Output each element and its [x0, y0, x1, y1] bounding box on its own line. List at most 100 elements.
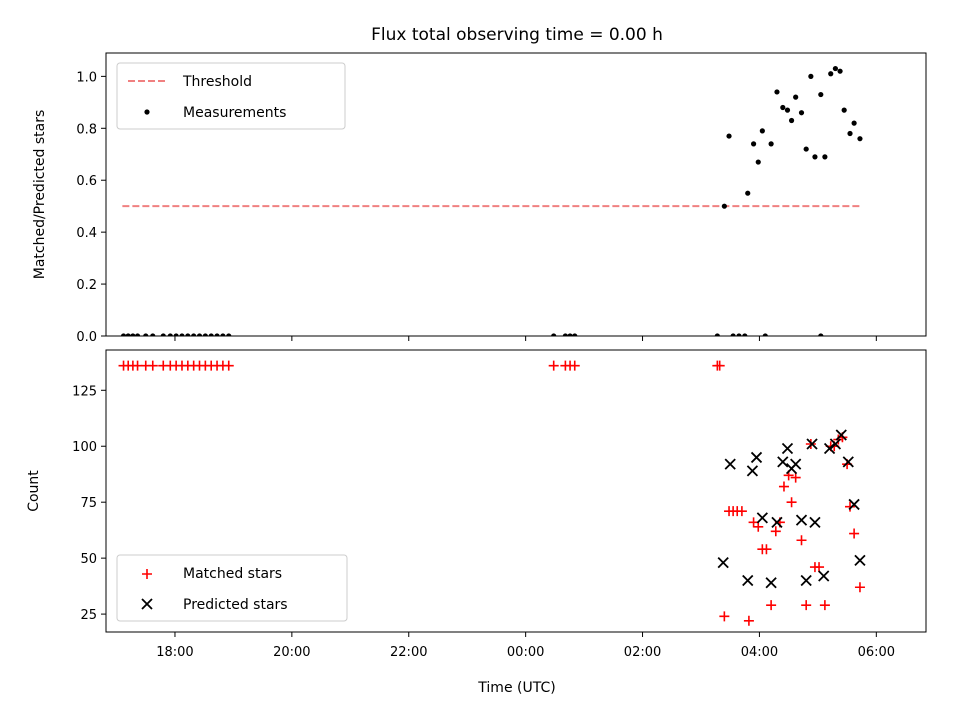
- y-tick-label: 125: [72, 384, 97, 399]
- matched-star-point: [819, 600, 830, 611]
- x-axis-label: Time (UTC): [477, 680, 555, 696]
- measurement-point: [832, 65, 839, 72]
- measurement-point: [143, 333, 149, 336]
- measurement-point: [851, 120, 857, 126]
- matched-star-point: [719, 611, 730, 622]
- y-tick-label: 50: [80, 552, 97, 567]
- measurement-point: [196, 333, 203, 336]
- measurement-point: [857, 136, 863, 142]
- x-tick-label: 00:00: [507, 645, 544, 660]
- predicted-star-point: [781, 442, 794, 455]
- measurement-point: [226, 333, 232, 336]
- measurement-point: [759, 128, 765, 134]
- measurement-point: [167, 333, 173, 336]
- measurement-point: [173, 333, 179, 336]
- measurement-point: [750, 141, 757, 147]
- measurement-point: [120, 333, 127, 336]
- matched-star-point: [147, 360, 158, 371]
- measurement-point: [191, 333, 197, 336]
- measurement-point: [837, 68, 843, 74]
- x-tick-label: 04:00: [741, 645, 778, 660]
- measurement-point: [774, 89, 780, 95]
- predicted-star-point: [717, 556, 729, 569]
- legend-box: [116, 62, 346, 130]
- measurement-point: [788, 117, 795, 124]
- measurement-point: [567, 333, 573, 336]
- matched-star-point: [223, 360, 234, 371]
- measurement-point: [780, 104, 786, 111]
- predicted-star-point: [818, 570, 830, 582]
- matched-star-point: [770, 526, 781, 537]
- matched-star-point: [753, 521, 764, 532]
- legend-measurement-swatch: [144, 109, 150, 115]
- predicted-star-point: [724, 458, 736, 470]
- predicted-star-point: [835, 429, 847, 441]
- matched-star-point: [569, 360, 580, 371]
- measurement-point: [208, 333, 214, 336]
- measurement-point: [841, 107, 847, 113]
- y-tick-label: 1.0: [76, 70, 97, 85]
- y-axis-label: Matched/Predicted stars: [32, 110, 48, 280]
- measurement-point: [150, 333, 156, 336]
- measurement-point: [214, 333, 220, 336]
- measurement-point: [202, 333, 208, 336]
- measurement-point: [818, 91, 824, 98]
- y-tick-label: 0.0: [76, 330, 97, 345]
- axes-frame: [105, 349, 927, 633]
- matched-star-point: [766, 600, 777, 611]
- x-tick-label: 06:00: [858, 645, 895, 660]
- predicted-star-point: [742, 574, 754, 587]
- y-tick-label: 0.8: [76, 122, 97, 137]
- matched-star-point: [786, 497, 797, 508]
- axes-frame: [105, 52, 927, 337]
- measurement-point: [730, 333, 736, 336]
- measurement-point: [745, 190, 751, 196]
- predicted-star-point: [854, 554, 866, 567]
- legend: Threshold Measurements: [116, 62, 346, 130]
- measurement-point: [755, 159, 761, 165]
- matched-star-point: [743, 615, 754, 626]
- measurement-point: [798, 110, 805, 116]
- y-axis-label: Count: [26, 470, 42, 512]
- measurement-point: [828, 71, 834, 77]
- matched-star-point: [778, 481, 789, 492]
- measurement-point: [847, 130, 853, 137]
- x-tick-label: 20:00: [273, 645, 310, 660]
- matched-star-point: [761, 544, 772, 555]
- predicted-star-point: [795, 514, 808, 526]
- measurement-point: [784, 107, 791, 113]
- predicted-star-point: [771, 516, 783, 528]
- matched-star-point: [814, 562, 825, 573]
- measurement-point: [714, 333, 720, 336]
- measurement-point: [818, 333, 824, 336]
- measurement-point: [726, 133, 732, 139]
- measurement-point: [179, 333, 185, 336]
- predicted-star-point: [829, 438, 842, 450]
- predicted-star-point: [756, 512, 768, 524]
- measurement-point: [721, 203, 727, 209]
- predicted-star-point: [806, 438, 818, 450]
- matched-star-point: [714, 360, 725, 371]
- measurement-point: [125, 333, 131, 336]
- ratio-panel: 0.0 0.2 0.4 0.6 0.8 1.0 Matched/Predicted star…: [32, 52, 927, 345]
- legend-label: Matched stars: [183, 566, 282, 582]
- measurement-point: [812, 154, 818, 160]
- legend-box: [116, 554, 348, 622]
- matched-star-point: [790, 472, 801, 483]
- legend-label: Measurements: [183, 105, 286, 121]
- measurement-point: [160, 333, 166, 336]
- y-tick-label: 0.6: [76, 174, 97, 189]
- predicted-star-point: [848, 498, 860, 511]
- matched-star-point: [801, 600, 812, 611]
- measurement-point: [572, 333, 578, 336]
- measurement-point: [762, 333, 768, 336]
- measurement-point: [803, 146, 809, 152]
- predicted-star-point: [823, 442, 836, 455]
- predicted-star-point: [800, 574, 812, 587]
- y-tick-label: 75: [80, 496, 97, 511]
- predicted-star-point: [746, 465, 759, 477]
- y-tick-label: 0.2: [76, 278, 97, 293]
- plot-area: [118, 360, 866, 626]
- predicted-star-point: [790, 458, 802, 470]
